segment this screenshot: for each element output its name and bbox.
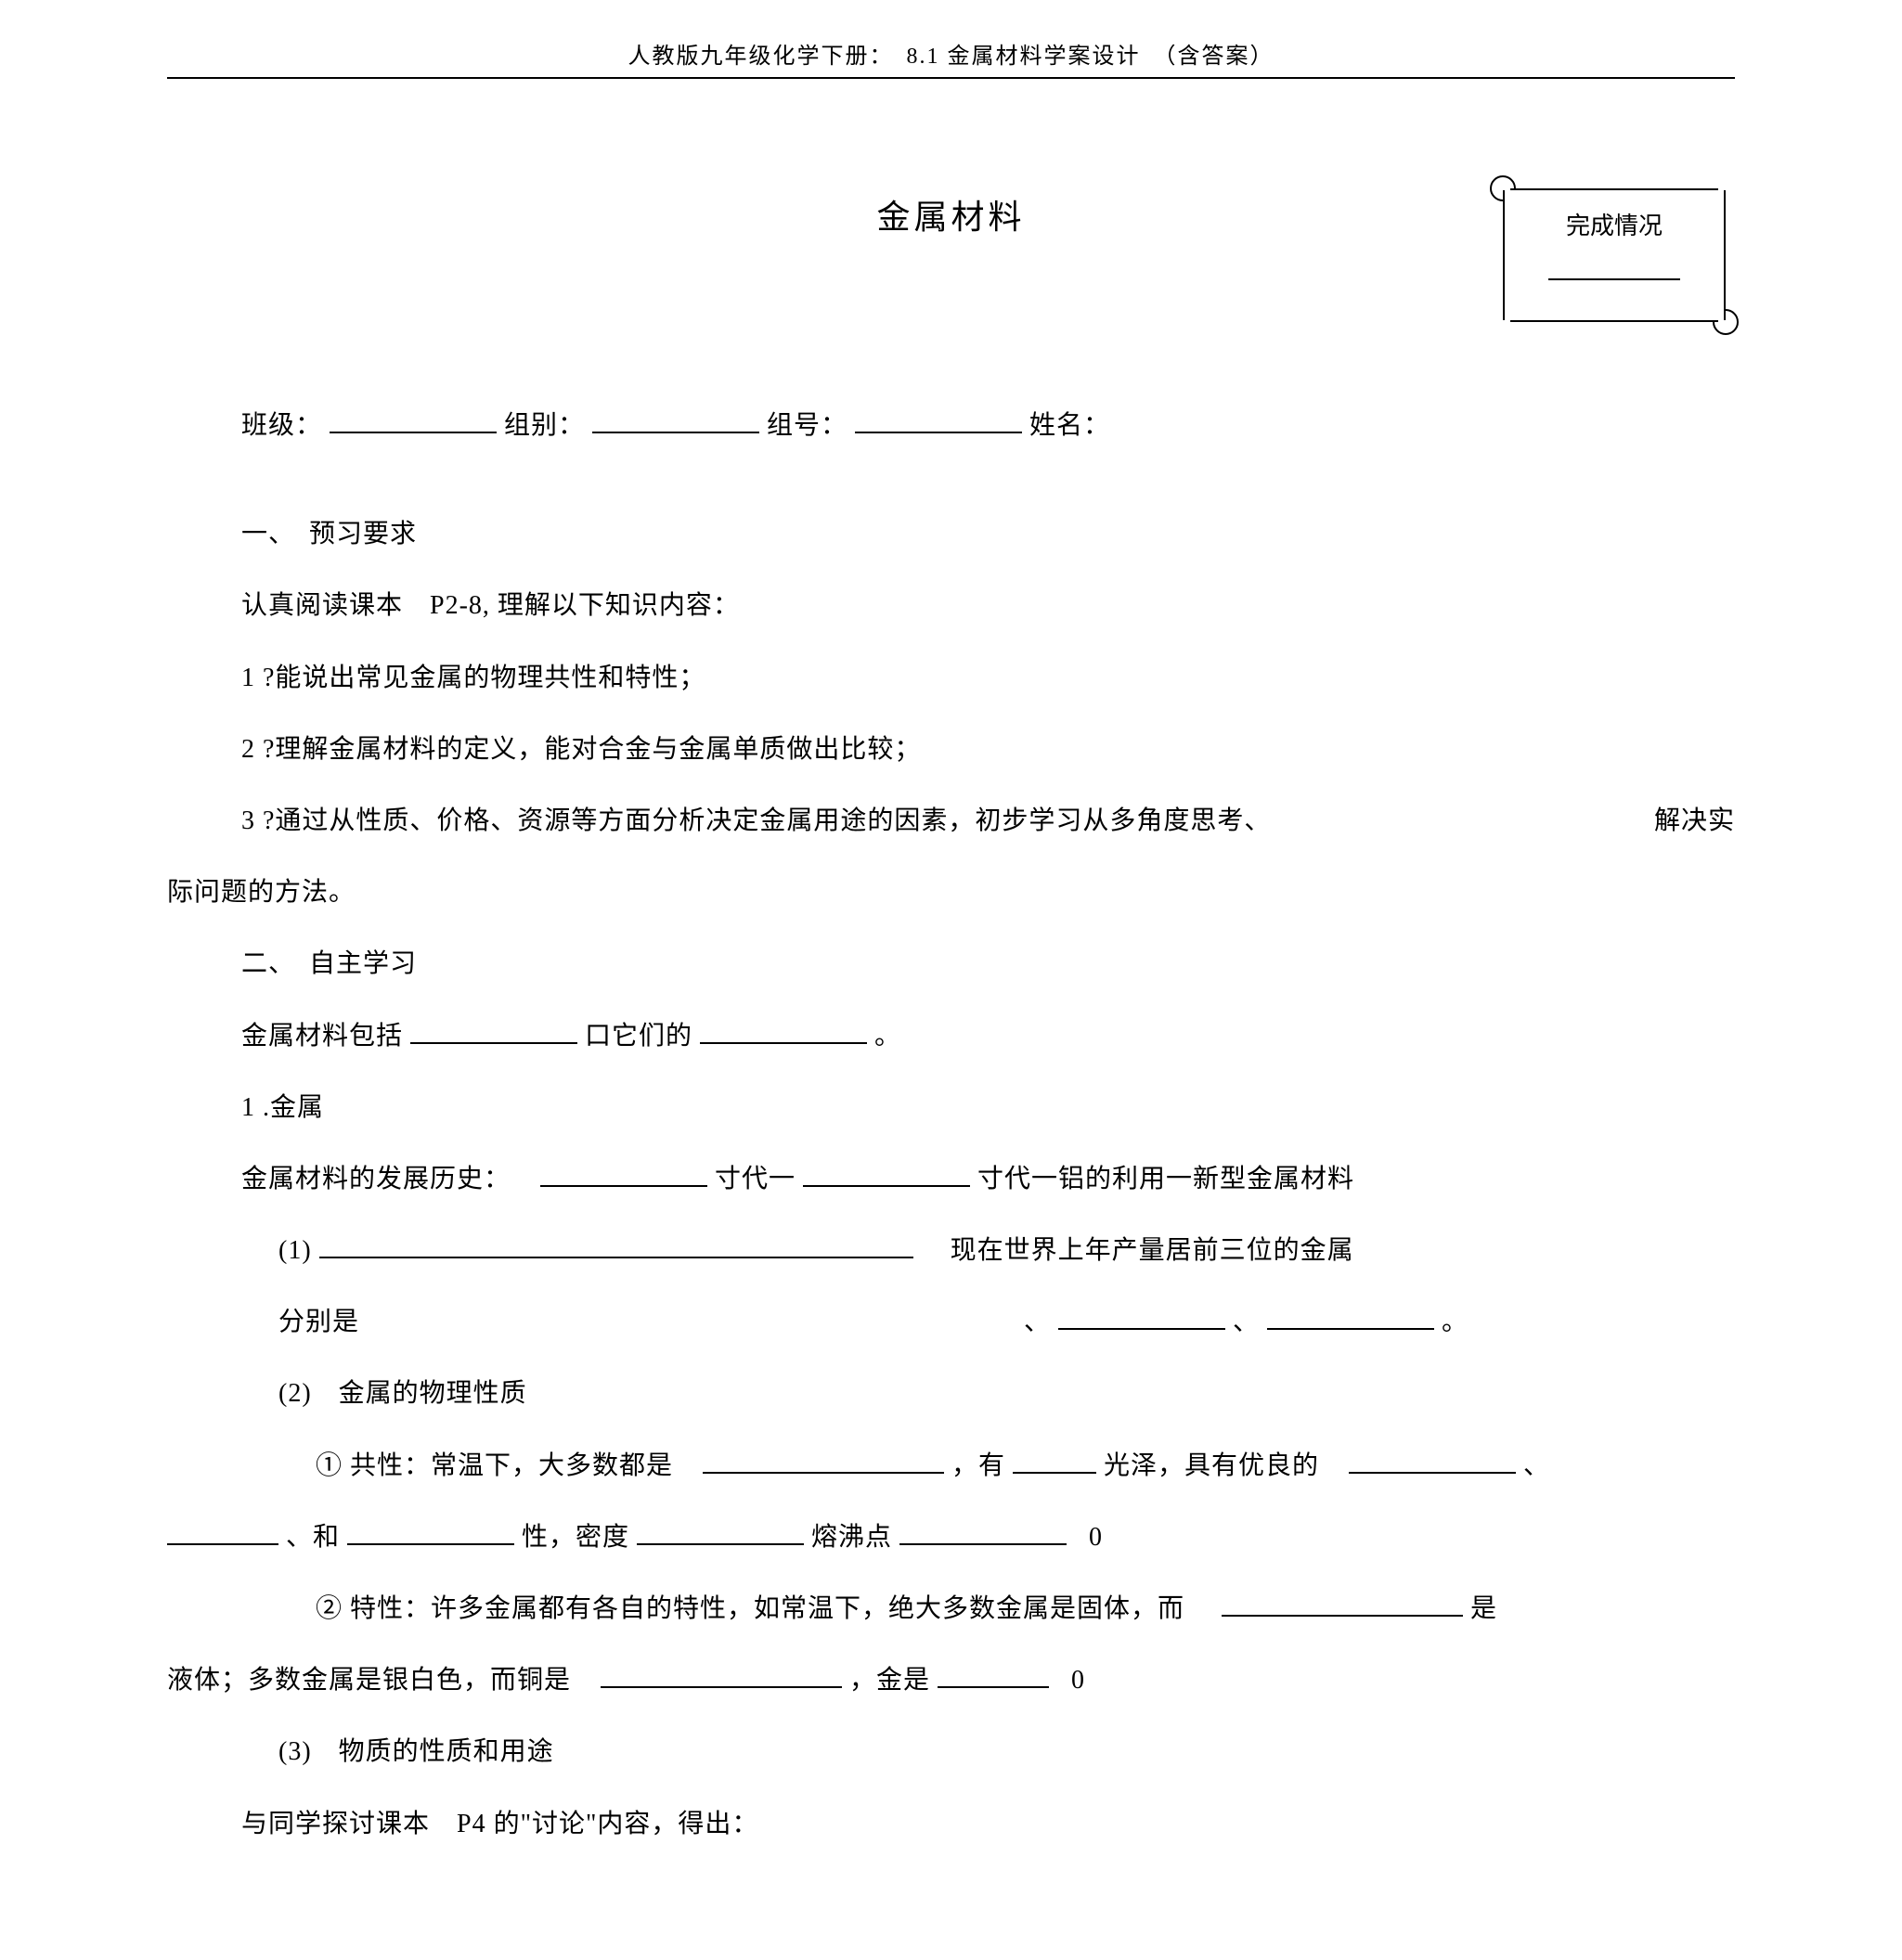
s2-l7: ① 共性：常温下，大多数都是 ，有 光泽，具有优良的 、	[167, 1435, 1735, 1497]
blank-s2-1[interactable]	[410, 1012, 577, 1044]
s2-l9: ② 特性：许多金属都有各自的特性，如常温下，绝大多数金属是固体，而 是	[167, 1578, 1735, 1640]
s2-l10a: 液体；多数金属是银白色，而铜是	[167, 1666, 571, 1695]
s1-l4: 3 ?通过从性质、价格、资源等方面分析决定金属用途的因素，初步学习从多角度思考、…	[167, 790, 1735, 852]
s2-l5a: 分别是	[278, 1308, 359, 1336]
s2-l4b: 现在世界上年产量居前三位的金属	[951, 1236, 1354, 1265]
s2-l7c: 光泽，具有优良的	[1104, 1451, 1319, 1480]
s2-l3: 金属材料的发展历史： 寸代一 寸代一铝的利用一新型金属材料	[167, 1148, 1735, 1210]
blank-s2-7[interactable]	[1267, 1299, 1434, 1331]
s1-l4b: 解决实	[1654, 790, 1735, 852]
page-header: 人教版九年级化学下册： 8.1 金属材料学案设计 （含答案）	[167, 37, 1735, 70]
s2-l1b: 口它们的	[585, 1022, 692, 1051]
s2-l8: 、和 性，密度 熔沸点 0	[167, 1506, 1735, 1568]
s2-l10c: 0	[1071, 1666, 1085, 1695]
s2-l4: (1) 现在世界上年产量居前三位的金属	[167, 1219, 1735, 1282]
s2-l8a: 、和	[286, 1523, 340, 1552]
s2-l8b: 性，密度	[522, 1523, 629, 1552]
s2-l3a: 金属材料的发展历史：	[241, 1165, 511, 1193]
s2-l1: 金属材料包括 口它们的 。	[167, 1005, 1735, 1067]
s2-l10: 液体；多数金属是银白色，而铜是 ，金是 0	[167, 1649, 1735, 1711]
group-type-blank[interactable]	[592, 402, 759, 433]
s1-l2: 1 ?能说出常见金属的物理共性和特性；	[167, 647, 1735, 709]
name-label: 姓名：	[1029, 411, 1110, 440]
section2-heading: 二、 自主学习	[167, 933, 1735, 995]
blank-s2-10[interactable]	[1349, 1442, 1516, 1474]
s2-l6: (2) 金属的物理性质	[167, 1362, 1735, 1425]
s1-l1: 认真阅读课本 P2-8, 理解以下知识内容：	[167, 574, 1735, 637]
s2-l7d: 、	[1523, 1451, 1550, 1480]
blank-s2-16[interactable]	[601, 1657, 842, 1689]
group-type-label: 组别：	[504, 411, 585, 440]
blank-s2-8[interactable]	[703, 1442, 944, 1474]
s2-l5b: 、	[1024, 1308, 1051, 1336]
class-blank[interactable]	[330, 402, 497, 433]
completion-scroll: 完成情况	[1494, 172, 1735, 339]
s2-l7a: ① 共性：常温下，大多数都是	[316, 1451, 673, 1480]
s2-l2: 1 .金属	[167, 1077, 1735, 1139]
s2-l3b: 寸代一	[715, 1165, 796, 1193]
title-row: 金属材料 完成情况	[167, 172, 1735, 339]
blank-s2-15[interactable]	[1222, 1585, 1463, 1617]
s2-l12: 与同学探讨课本 P4 的"讨论"内容，得出：	[167, 1793, 1735, 1855]
blank-s2-12[interactable]	[347, 1514, 514, 1545]
s1-l3: 2 ?理解金属材料的定义，能对合金与金属单质做出比较；	[167, 718, 1735, 780]
s2-l3c: 寸代一铝的利用一新型金属材料	[977, 1165, 1354, 1193]
s2-l5: 分别是 、 、 。	[167, 1291, 1735, 1353]
header-rule	[167, 77, 1735, 79]
blank-s2-5[interactable]	[319, 1227, 913, 1258]
blank-s2-2[interactable]	[700, 1012, 867, 1044]
blank-s2-6[interactable]	[1058, 1299, 1225, 1331]
group-num-label: 组号：	[767, 411, 847, 440]
s1-l4c: 际问题的方法。	[167, 861, 1735, 923]
blank-s2-14[interactable]	[899, 1514, 1067, 1545]
section1-heading: 一、 预习要求	[167, 503, 1735, 565]
s2-l7b: ，有	[951, 1451, 1005, 1480]
class-label: 班级：	[241, 411, 322, 440]
blank-s2-13[interactable]	[637, 1514, 804, 1545]
s2-l11: (3) 物质的性质和用途	[167, 1721, 1735, 1783]
s2-l8d: 0	[1089, 1523, 1103, 1552]
s2-l8c: 熔沸点	[811, 1523, 892, 1552]
s1-l4a: 3 ?通过从性质、价格、资源等方面分析决定金属用途的因素，初步学习从多角度思考、	[241, 806, 1271, 835]
blank-s2-3[interactable]	[540, 1155, 707, 1187]
group-num-blank[interactable]	[855, 402, 1022, 433]
s2-l9b: 是	[1470, 1594, 1497, 1623]
s2-l9a: ② 特性：许多金属都有各自的特性，如常温下，绝大多数金属是固体，而	[316, 1594, 1184, 1623]
s2-l1a: 金属材料包括	[241, 1022, 403, 1051]
s2-l5d: 。	[1442, 1308, 1469, 1336]
s2-l5c: 、	[1233, 1308, 1260, 1336]
blank-s2-9[interactable]	[1013, 1442, 1096, 1474]
scroll-label: 完成情况	[1566, 212, 1663, 239]
blank-s2-11[interactable]	[167, 1514, 278, 1545]
blank-s2-17[interactable]	[938, 1657, 1049, 1689]
form-row: 班级： 组别： 组号： 姓名：	[167, 394, 1735, 457]
s2-l1c: 。	[874, 1022, 901, 1051]
blank-s2-4[interactable]	[803, 1155, 970, 1187]
s2-l10b: ，金是	[849, 1666, 930, 1695]
s2-l4a: (1)	[278, 1236, 312, 1265]
